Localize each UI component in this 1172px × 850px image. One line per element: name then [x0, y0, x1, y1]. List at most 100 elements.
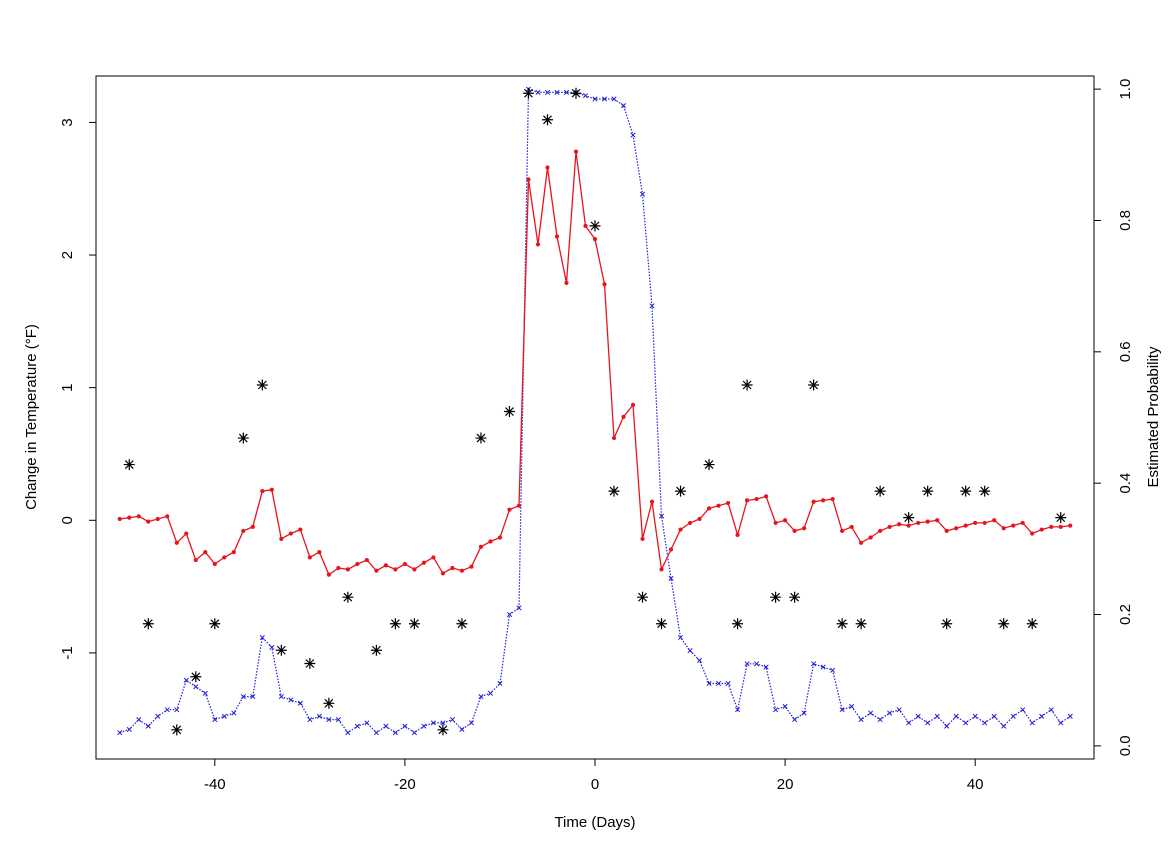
- probability-point: [307, 717, 313, 723]
- temperature-point: [193, 557, 198, 563]
- probability-line: [119, 88, 1071, 734]
- temperature-point: [402, 561, 408, 567]
- temperature-point: [393, 567, 398, 572]
- probability-point: [544, 89, 551, 95]
- temperature-point: [127, 515, 132, 520]
- star-point: [903, 512, 915, 524]
- probability-point: [868, 710, 874, 716]
- temperature-point: [859, 540, 864, 545]
- probability-point: [668, 575, 674, 581]
- probability-point: [174, 707, 180, 713]
- temperature-point: [1049, 524, 1054, 530]
- star-point: [1026, 618, 1038, 630]
- temperature-point: [897, 522, 902, 527]
- probability-point: [497, 680, 503, 687]
- temperature-point: [326, 572, 331, 577]
- y2-tick-label: 0.0: [1117, 735, 1134, 756]
- star-point: [960, 485, 972, 497]
- y-tick-label: 1: [59, 383, 76, 391]
- star-point: [789, 591, 801, 603]
- temperature-point: [345, 567, 350, 572]
- temperature-point: [231, 550, 236, 555]
- probability-point: [792, 717, 798, 723]
- probability-point: [1067, 713, 1073, 719]
- probability-point: [934, 713, 940, 719]
- probability-point: [611, 96, 617, 102]
- x-tick-label: 40: [967, 776, 984, 793]
- probability-point: [193, 684, 199, 690]
- star-point: [342, 591, 354, 603]
- probability-point: [849, 703, 855, 710]
- temperature-point: [973, 520, 978, 526]
- temperature-point: [459, 568, 465, 573]
- temperature-point: [184, 531, 189, 536]
- temperature-point: [821, 498, 826, 503]
- probability-point: [877, 717, 883, 723]
- temperature-point: [1030, 531, 1035, 536]
- probability-point: [773, 707, 779, 713]
- temperature-point: [469, 564, 474, 569]
- temperature-point: [279, 536, 284, 541]
- temperature-point: [1039, 527, 1044, 532]
- probability-point: [677, 634, 684, 641]
- temperature-point: [763, 494, 769, 499]
- y-axis-title: Change in Temperature (°F): [23, 324, 40, 510]
- probability-point: [1001, 723, 1007, 729]
- star-point: [389, 618, 401, 630]
- y2-tick-label: 1.0: [1117, 79, 1134, 100]
- temperature-point: [497, 535, 503, 540]
- temperature-point: [431, 555, 436, 560]
- x-axis-title: Time (Days): [554, 814, 635, 831]
- probability-point: [1029, 720, 1035, 726]
- probability-point: [735, 707, 741, 713]
- temperature-point: [592, 237, 598, 242]
- temperature-point: [849, 524, 854, 530]
- probability-point: [706, 680, 712, 687]
- temperature-point: [564, 280, 569, 285]
- temperature-point: [602, 282, 607, 287]
- temperature-point: [421, 560, 427, 565]
- probability-point: [630, 132, 636, 138]
- probability-point: [516, 605, 522, 611]
- temperature-point: [782, 518, 788, 523]
- star-point: [323, 697, 335, 709]
- probability-point: [126, 726, 132, 733]
- temperature-point: [165, 514, 170, 519]
- probability-point: [811, 661, 817, 667]
- y-tick-label: 3: [59, 118, 76, 126]
- star-point: [503, 406, 515, 418]
- probability-point: [830, 667, 836, 673]
- y-tick-label: -1: [59, 646, 76, 659]
- star-point: [855, 618, 867, 630]
- probability-point: [1039, 713, 1045, 719]
- star-point: [836, 618, 848, 630]
- star-point: [608, 485, 620, 497]
- temperature-point: [668, 547, 674, 552]
- probability-point: [658, 513, 665, 519]
- temperature-point: [773, 520, 778, 526]
- temperature-point: [678, 527, 683, 532]
- star-point: [522, 87, 534, 99]
- temperature-point: [1058, 524, 1063, 530]
- probability-point: [411, 730, 417, 736]
- star-point: [370, 644, 382, 656]
- temperature-point: [336, 565, 341, 571]
- probability-point: [887, 710, 893, 716]
- temperature-point: [260, 489, 265, 494]
- temperature-point: [649, 499, 655, 504]
- probability-point: [801, 710, 807, 716]
- probability-point: [155, 713, 161, 719]
- star-point: [941, 618, 953, 630]
- probability-point: [449, 717, 455, 723]
- temperature-point: [687, 520, 693, 526]
- probability-point: [164, 707, 170, 713]
- star-point: [171, 724, 183, 736]
- temperature-point: [488, 539, 493, 544]
- probability-point: [383, 723, 389, 729]
- probability-point: [421, 723, 427, 729]
- probability-point: [221, 713, 227, 719]
- probability-point: [649, 303, 655, 309]
- star-point: [275, 644, 287, 656]
- temperature-point: [222, 555, 227, 560]
- y-tick-label: 2: [59, 251, 76, 259]
